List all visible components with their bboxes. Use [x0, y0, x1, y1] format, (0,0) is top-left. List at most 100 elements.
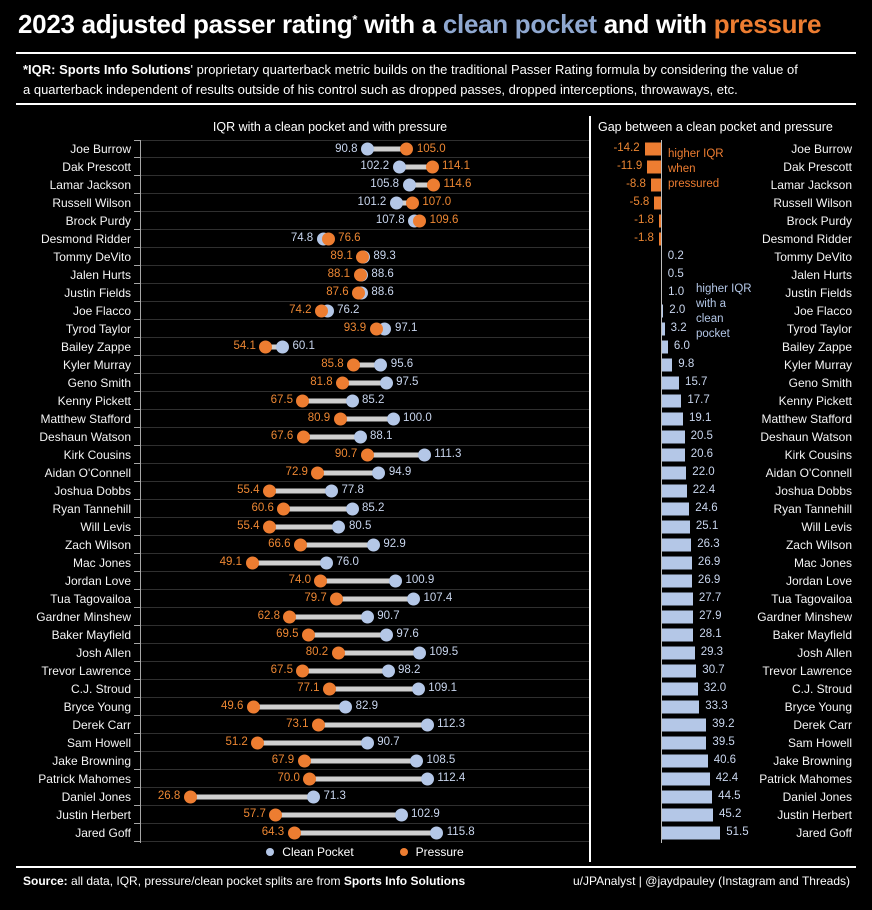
player-name-right-label: Joe Flacco — [793, 304, 852, 318]
gap-value-label: 26.9 — [697, 556, 721, 568]
gap-cell: 15.7 Geno Smith — [590, 374, 872, 392]
player-row: Aidan O'Connell 72.9 94.9 22.0 Aidan O'Conne… — [0, 464, 872, 482]
dumbbell-plot: 55.4 80.5 — [134, 518, 590, 536]
clean-value-label: 112.4 — [437, 772, 466, 784]
pressure-dot — [360, 448, 374, 461]
gap-bar — [661, 574, 692, 588]
axis-tick — [134, 535, 140, 536]
player-name-right-label: Jared Goff — [796, 826, 852, 840]
dumbbell-plot: 26.8 71.3 — [134, 788, 590, 806]
dumbbell-plot: 90.8 105.0 — [134, 140, 590, 158]
pressure-dot — [283, 610, 297, 623]
gap-bar — [661, 412, 683, 426]
dumbbell-plot: 51.2 90.7 — [134, 734, 590, 752]
gap-cell: 20.6 Kirk Cousins — [590, 446, 872, 464]
gap-cell: 27.7 Tua Tagovailoa — [590, 590, 872, 608]
dumbbell-plot: 74.8 76.6 — [134, 230, 590, 248]
source-provider: Sports Info Solutions — [343, 874, 466, 888]
axis-tick — [134, 697, 140, 698]
pressure-dot — [356, 250, 370, 263]
player-name-label: Joe Flacco — [72, 304, 131, 318]
player-row: Josh Allen 80.2 109.5 29.3 Josh Allen — [0, 644, 872, 662]
pressure-dot — [425, 160, 439, 173]
pressure-dot — [302, 628, 315, 641]
gap-value-label: 3.2 — [670, 322, 687, 334]
player-name-right-label: Matthew Stafford — [761, 412, 853, 426]
dumbbell-plot: 66.6 92.9 — [134, 536, 590, 554]
gap-value-label: 32.0 — [703, 682, 727, 694]
axis-tick — [134, 751, 140, 752]
pressure-dot — [246, 700, 260, 713]
player-row: Baker Mayfield 69.5 97.6 28.1 Baker Mayfield — [0, 626, 872, 644]
dumbbell-plot: 74.0 100.9 — [134, 572, 590, 590]
player-name-label: Kenny Pickett — [57, 394, 131, 408]
player-name-label: Josh Allen — [76, 646, 131, 660]
pressure-dot — [330, 592, 344, 605]
dumbbell-connector — [342, 380, 387, 385]
divider-rule-mid — [16, 103, 856, 105]
gap-value-label: 29.3 — [700, 646, 724, 658]
pressure-value-label: 107.0 — [422, 196, 452, 208]
player-name-right-label: Desmond Ridder — [761, 232, 852, 246]
player-row: Jordan Love 74.0 100.9 26.9 Jordan Love — [0, 572, 872, 590]
pressure-dot — [400, 142, 414, 156]
pressure-value-label: 80.2 — [305, 646, 329, 658]
title-asterisk: * — [352, 12, 358, 27]
player-row: Joe Burrow 90.8 105.0 -14.2 Joe Burrow — [0, 140, 872, 158]
pressure-dot — [426, 178, 440, 191]
player-name-right-label: Joshua Dobbs — [775, 484, 852, 498]
player-row: Matthew Stafford 80.9 100.0 19.1 Matthew Sta… — [0, 410, 872, 428]
pressure-dot — [277, 502, 291, 515]
dumbbell-connector — [353, 362, 381, 367]
axis-tick — [134, 247, 140, 248]
player-name-right-label: Dak Prescott — [783, 160, 852, 174]
pressure-dot — [296, 664, 310, 677]
player-name-right-label: Geno Smith — [788, 376, 852, 390]
pressure-value-label: 72.9 — [285, 466, 308, 478]
gap-value-label: 42.4 — [715, 772, 739, 784]
player-name-label: Deshaun Watson — [39, 430, 131, 444]
player-row: Sam Howell 51.2 90.7 39.5 Sam Howell — [0, 734, 872, 752]
legend: Clean Pocket Pressure — [140, 845, 590, 859]
axis-tick — [134, 301, 140, 302]
clean-value-label: 85.2 — [362, 502, 385, 514]
dumbbell-plot: 101.2 107.0 — [134, 194, 590, 212]
player-name-label: Zach Wilson — [64, 538, 131, 552]
pressure-dot — [296, 394, 310, 407]
source-label: Source: — [23, 874, 68, 888]
clean-value-label: 100.9 — [405, 574, 435, 586]
gap-cell: 17.7 Kenny Pickett — [590, 392, 872, 410]
player-name-label: Tua Tagovailoa — [50, 592, 131, 606]
subtitle: *IQR: Sports Info Solutions' proprietary… — [23, 60, 855, 100]
player-name-right-label: Joe Burrow — [791, 142, 852, 156]
pressure-dot — [405, 196, 419, 209]
gap-bar — [661, 610, 694, 624]
dumbbell-connector — [269, 488, 332, 493]
player-name-right-label: Daniel Jones — [782, 790, 852, 804]
pressure-dot — [333, 412, 347, 425]
clean-pocket-dot — [389, 196, 403, 209]
gap-cell: 26.9 Mac Jones — [590, 554, 872, 572]
pressure-value-label: 49.1 — [219, 556, 243, 568]
axis-tick — [134, 661, 140, 662]
axis-tick — [134, 283, 140, 284]
pressure-value-label: 87.6 — [326, 286, 349, 298]
gap-bar — [661, 538, 692, 552]
player-name-label: Kirk Cousins — [63, 448, 131, 462]
clean-pocket-dot — [360, 610, 374, 623]
clean-value-label: 82.9 — [355, 700, 379, 712]
gap-value-label: 24.6 — [695, 502, 718, 514]
player-name-right-label: Tyrod Taylor — [786, 322, 852, 336]
player-name-label: Geno Smith — [67, 376, 131, 390]
player-row: Jared Goff 64.3 115.8 51.5 Jared Goff — [0, 824, 872, 842]
dumbbell-connector — [304, 758, 417, 763]
axis-tick — [134, 625, 140, 626]
player-name-right-label: Zach Wilson — [785, 538, 852, 552]
dumbbell-plot: 67.5 85.2 — [134, 392, 590, 410]
gap-bar — [661, 754, 708, 768]
gap-bar — [661, 520, 690, 534]
axis-tick — [134, 211, 140, 212]
gap-bar — [661, 394, 682, 408]
dumbbell-connector — [318, 722, 428, 727]
axis-tick — [134, 517, 140, 518]
